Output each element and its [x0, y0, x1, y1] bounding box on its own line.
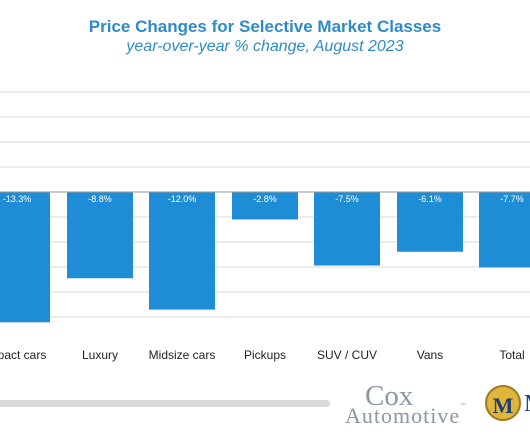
- chart-title: Price Changes for Selective Market Class…: [88, 17, 442, 36]
- chart-subtitle: year-over-year % change, August 2023: [126, 38, 404, 55]
- bar-suv-cuv: [314, 192, 380, 266]
- bar-total: [479, 192, 530, 268]
- bar-compact-cars: [0, 192, 50, 323]
- automotive-logo-text: Automotive™: [345, 403, 467, 428]
- cox-logo-text: Cox: [365, 380, 414, 412]
- bar-value-label: -7.7%: [500, 194, 524, 204]
- bar-value-label: -7.5%: [335, 194, 359, 204]
- x-tick-label: SUV / CUV: [317, 348, 377, 362]
- bar-value-label: -2.8%: [253, 194, 277, 204]
- bar-midsize-cars: [149, 192, 215, 310]
- bar-vans: [397, 192, 463, 252]
- x-tick-label: Total: [499, 348, 524, 362]
- x-tick-label: Pickups: [244, 348, 286, 362]
- bar-value-label: -12.0%: [168, 194, 197, 204]
- x-tick-label: mpact cars: [0, 348, 46, 362]
- bar-value-label: -6.1%: [418, 194, 442, 204]
- horizontal-scrollbar[interactable]: [0, 400, 330, 407]
- cox-automotive-logo: Cox Automotive™: [343, 380, 473, 428]
- bar-chart: -13.3% mpact cars -8.8% Luxury -12.0% Midsize…: [0, 91, 530, 362]
- manheim-wordmark-fragment: M: [524, 391, 530, 417]
- x-tick-label: Midsize cars: [149, 348, 216, 362]
- bar-value-label: -8.8%: [88, 194, 112, 204]
- bar-value-label: -13.3%: [3, 194, 32, 204]
- x-tick-label: Vans: [417, 348, 443, 362]
- manheim-badge-icon: M: [485, 385, 521, 421]
- x-tick-label: Luxury: [82, 348, 118, 362]
- bar-luxury: [67, 192, 133, 279]
- bar-pickups: [232, 192, 298, 220]
